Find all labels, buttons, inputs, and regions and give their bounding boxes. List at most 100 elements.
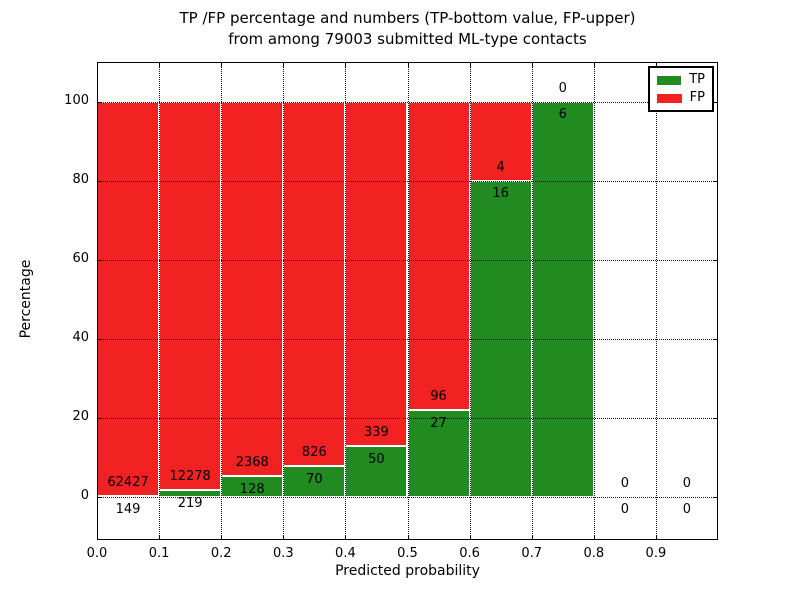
y-tick-mark xyxy=(713,180,718,182)
x-tick-mark xyxy=(531,535,533,540)
fp-count-label: 339 xyxy=(364,424,389,440)
y-tick-mark xyxy=(713,417,718,419)
tp-count-label: 50 xyxy=(368,451,385,467)
fp-count-label: 62427 xyxy=(107,474,149,490)
fp-bar-segment xyxy=(159,101,222,490)
grid-line-horizontal xyxy=(97,259,718,261)
y-tick-label: 20 xyxy=(72,408,89,424)
grid-line-horizontal xyxy=(97,180,718,182)
tp-count-label: 0 xyxy=(620,502,629,518)
x-tick-mark xyxy=(469,535,471,540)
grid-line-vertical xyxy=(593,62,595,540)
fp-bar-segment xyxy=(97,101,160,496)
x-tick-mark xyxy=(159,62,161,67)
x-tick-label: 0.3 xyxy=(272,546,294,561)
x-tick-mark xyxy=(345,535,347,540)
grid-line-horizontal xyxy=(97,496,718,498)
y-tick-mark xyxy=(713,496,718,498)
grid-line-vertical xyxy=(345,62,347,540)
x-tick-mark xyxy=(531,62,533,67)
fp-bar-segment xyxy=(221,101,284,477)
chart-title-line2: from among 79003 submitted ML-type conta… xyxy=(228,30,587,48)
fp-count-label: 0 xyxy=(682,475,692,491)
chart-title: TP /FP percentage and numbers (TP-bottom… xyxy=(97,8,718,50)
grid-line-horizontal xyxy=(97,417,718,419)
y-tick-mark xyxy=(97,496,102,498)
grid-line-vertical xyxy=(469,62,471,540)
grid-line-vertical xyxy=(407,62,409,540)
y-tick-mark xyxy=(713,338,718,340)
legend-entry-fp: FP xyxy=(657,91,705,105)
x-tick-mark xyxy=(655,535,657,540)
tp-count-label: 0 xyxy=(682,502,692,518)
x-tick-mark xyxy=(469,62,471,67)
x-tick-label: 0.0 xyxy=(86,546,108,561)
y-tick-mark xyxy=(713,101,718,103)
legend: TP FP xyxy=(648,66,714,112)
fp-count-label: 4 xyxy=(496,159,505,175)
x-tick-mark xyxy=(655,62,657,67)
tp-count-label: 70 xyxy=(306,471,323,487)
x-tick-label: 0.9 xyxy=(645,546,667,561)
y-tick-label: 100 xyxy=(64,92,89,108)
x-tick-label: 0.4 xyxy=(335,546,356,561)
grid-line-vertical xyxy=(655,62,657,540)
grid-line-horizontal xyxy=(97,101,718,103)
x-tick-mark xyxy=(593,62,595,67)
x-tick-mark xyxy=(407,62,409,67)
legend-label-fp: FP xyxy=(689,90,705,105)
x-tick-label: 0.1 xyxy=(148,546,170,561)
fp-count-label: 826 xyxy=(301,444,327,460)
y-tick-mark xyxy=(97,417,102,419)
legend-swatch-tp xyxy=(657,75,682,85)
tp-bar-segment xyxy=(531,101,594,497)
y-axis-label: Percentage xyxy=(18,259,34,339)
legend-entry-tp: TP xyxy=(657,73,705,87)
x-tick-mark xyxy=(593,535,595,540)
x-tick-mark xyxy=(159,535,161,540)
x-tick-mark xyxy=(221,62,223,67)
x-axis-label: Predicted probability xyxy=(335,563,480,579)
fp-count-label: 2368 xyxy=(235,455,269,471)
fp-count-label: 96 xyxy=(430,388,447,404)
y-tick-label: 0 xyxy=(80,487,89,503)
x-tick-mark xyxy=(283,535,285,540)
grid-line-horizontal xyxy=(97,338,718,340)
fp-bar-segment xyxy=(283,101,346,466)
tp-count-label: 6 xyxy=(558,107,567,123)
y-tick-mark xyxy=(713,259,718,261)
chart-title-line1: TP /FP percentage and numbers (TP-bottom… xyxy=(179,9,636,27)
fp-count-label: 12278 xyxy=(169,468,211,484)
legend-swatch-fp xyxy=(657,93,682,103)
fp-bar-segment xyxy=(407,101,470,410)
tp-count-label: 128 xyxy=(239,482,265,498)
x-tick-mark xyxy=(221,535,223,540)
legend-label-tp: TP xyxy=(689,72,705,87)
tp-bar-segment xyxy=(345,445,408,497)
tp-count-label: 219 xyxy=(177,495,203,511)
y-tick-mark xyxy=(97,180,102,182)
tp-count-label: 27 xyxy=(430,415,447,431)
grid-line-vertical xyxy=(531,62,533,540)
grid-line-vertical xyxy=(159,62,161,540)
x-tick-label: 0.6 xyxy=(459,546,480,561)
y-tick-mark xyxy=(97,338,102,340)
x-tick-label: 0.2 xyxy=(210,546,232,561)
y-tick-label: 40 xyxy=(72,329,89,345)
tp-count-label: 149 xyxy=(115,501,141,517)
x-tick-mark xyxy=(97,62,98,67)
y-tick-mark xyxy=(97,259,102,261)
x-tick-label: 0.7 xyxy=(521,546,543,561)
grid-line-vertical xyxy=(221,62,223,540)
x-tick-label: 0.5 xyxy=(397,546,418,561)
tp-count-label: 16 xyxy=(492,186,509,202)
x-tick-mark xyxy=(345,62,347,67)
y-tick-mark xyxy=(97,101,102,103)
x-tick-mark xyxy=(283,62,285,67)
x-tick-label: 0.8 xyxy=(583,546,605,561)
fp-count-label: 0 xyxy=(558,80,567,96)
x-tick-mark xyxy=(407,535,409,540)
tp-bar-segment xyxy=(407,409,470,497)
fp-bar-segment xyxy=(345,101,408,446)
